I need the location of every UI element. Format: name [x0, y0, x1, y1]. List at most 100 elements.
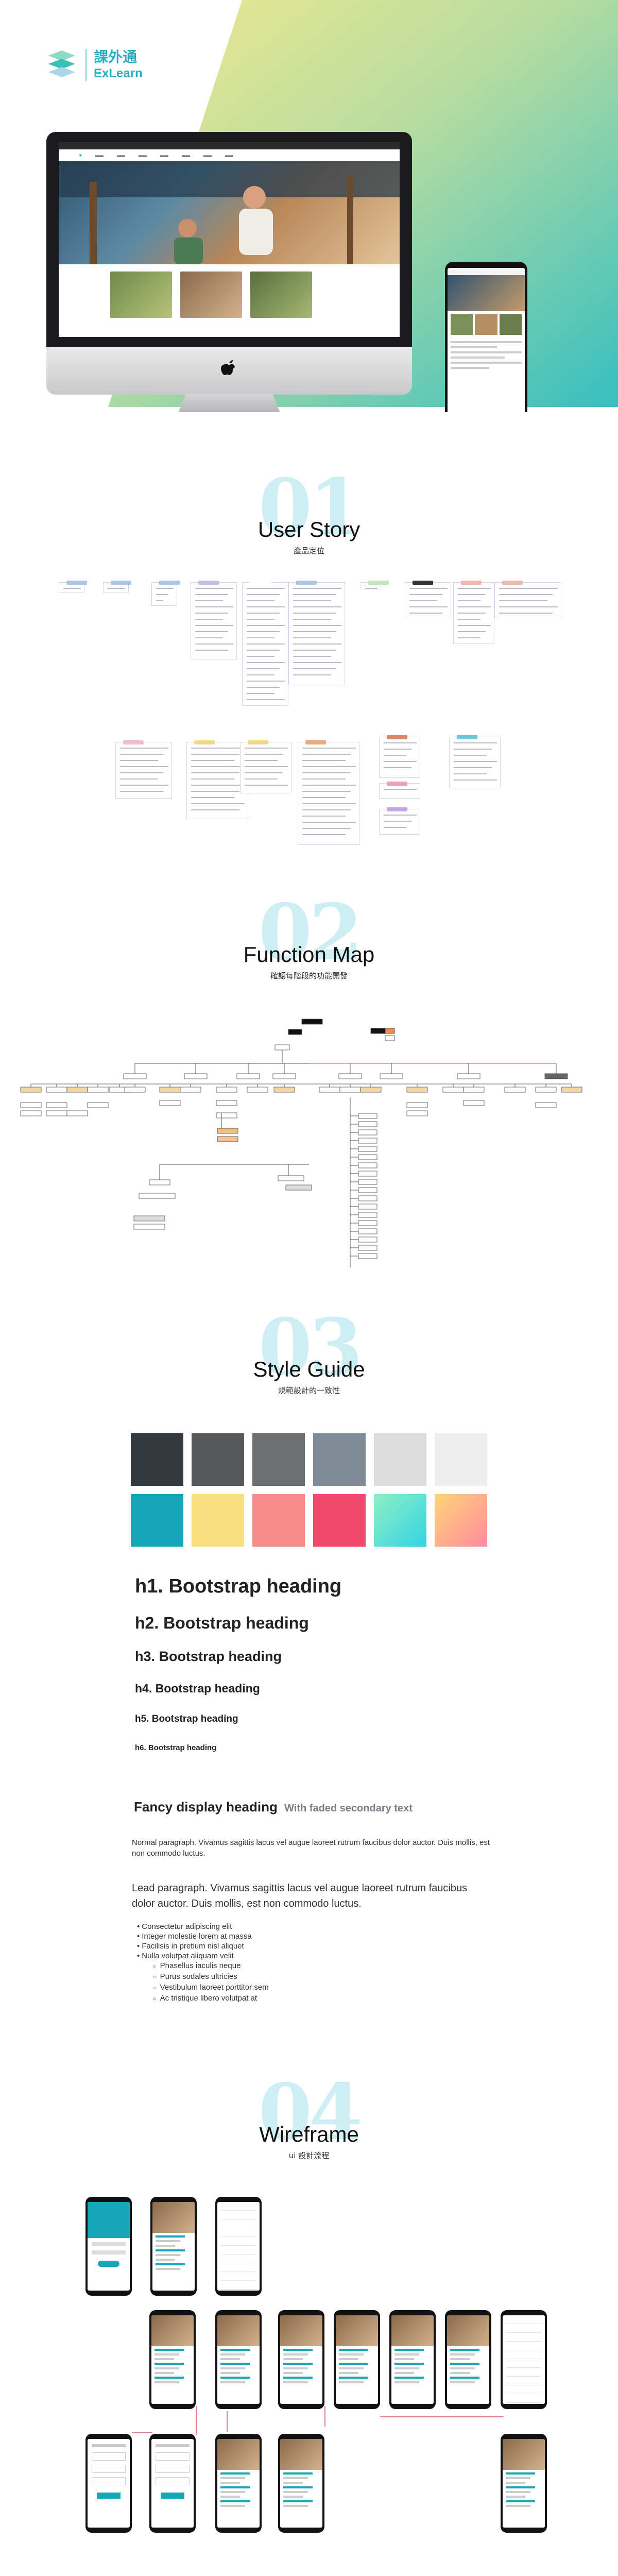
section-subtitle: ui 設計流程: [288, 2151, 330, 2160]
note-line: [302, 760, 346, 761]
note-tag: [159, 581, 180, 585]
list-item: Integer molestie lorem at massa: [137, 1931, 269, 1941]
note-tag: [250, 581, 270, 585]
heading-h5-sample: h5. Bootstrap heading: [135, 1714, 238, 1724]
map-node: [358, 1220, 377, 1226]
brand-logo: 課外通 ExLearn: [45, 48, 143, 81]
note-line: [384, 767, 411, 768]
wireframe-screen: [215, 2310, 262, 2409]
note-tag: [248, 740, 268, 744]
map-node: [319, 1087, 340, 1093]
color-swatch: [252, 1494, 305, 1547]
story-note: [242, 581, 288, 706]
note-line: [293, 662, 341, 663]
note-line: [499, 606, 558, 607]
display-heading-sample: Fancy display heading With faded seconda…: [134, 1799, 413, 1815]
heading-h4-sample: h4. Bootstrap heading: [135, 1682, 260, 1695]
note-line: [195, 631, 228, 632]
note-line: [384, 789, 417, 790]
section-subtitle: 產品定位: [293, 546, 324, 555]
note-line: [245, 778, 278, 779]
section-subtitle: 規範設計的一致性: [278, 1386, 340, 1395]
logo-mark-icon: [48, 50, 75, 77]
note-line: [195, 594, 228, 595]
heading-h2-sample: h2. Bootstrap heading: [135, 1614, 309, 1632]
note-line: [454, 755, 487, 756]
note-line: [302, 797, 346, 798]
imac-mockup: ■ ▬▬ ▬▬ ▬▬ ▬▬ ▬▬ ▬▬ ▬▬: [46, 132, 412, 412]
note-line: [191, 766, 245, 767]
note-line: [247, 606, 285, 607]
note-line: [247, 662, 285, 663]
note-line: [247, 681, 285, 682]
story-note: [191, 581, 237, 659]
website-screenshot: ■ ▬▬ ▬▬ ▬▬ ▬▬ ▬▬ ▬▬ ▬▬: [59, 142, 400, 337]
note-line: [247, 613, 280, 614]
map-node: [133, 1215, 165, 1222]
note-line: [247, 588, 285, 589]
wireframe-screen: [445, 2310, 491, 2409]
note-line: [191, 803, 245, 804]
note-line: [247, 625, 285, 626]
note-line: [384, 742, 417, 743]
note-line: [302, 834, 346, 835]
section-title: Function Map: [243, 942, 375, 967]
map-node: [380, 1073, 403, 1079]
note-line: [195, 588, 233, 589]
map-node: [247, 1087, 268, 1093]
note-line: [293, 650, 336, 651]
map-node: [133, 1224, 165, 1230]
note-line: [454, 773, 487, 774]
note-line: [302, 828, 351, 829]
map-node: [358, 1236, 377, 1243]
map-node: [278, 1175, 304, 1181]
note-line: [458, 619, 480, 620]
color-swatch: [374, 1494, 426, 1547]
note-tag: [198, 581, 219, 585]
map-node: [358, 1138, 377, 1144]
user-story-board: [0, 567, 618, 845]
story-note: [379, 782, 420, 799]
wireframe-screen: [501, 2434, 547, 2533]
hero-banner: 課外通 ExLearn ■ ▬▬ ▬▬ ▬▬ ▬▬ ▬▬ ▬▬ ▬▬: [0, 0, 618, 412]
story-note: [298, 740, 359, 845]
note-line: [247, 619, 274, 620]
note-tag: [413, 581, 433, 585]
map-node: [360, 1087, 382, 1093]
wireframe-screen: [149, 2434, 196, 2533]
note-line: [247, 643, 285, 645]
map-node: [87, 1102, 109, 1108]
heading-h6-sample: h6. Bootstrap heading: [135, 1743, 217, 1752]
note-line: [302, 803, 356, 804]
map-node: [358, 1146, 377, 1152]
note-line: [302, 791, 351, 792]
note-line: [293, 674, 331, 675]
map-node: [217, 1128, 238, 1134]
wireframe-screen: [149, 2310, 196, 2409]
map-node: [442, 1087, 464, 1093]
section-style-guide: 03 Style Guide 規範設計的一致性: [0, 1309, 618, 1412]
note-line: [293, 619, 331, 620]
note-line: [384, 827, 406, 828]
map-node: [358, 1113, 377, 1119]
map-node: [406, 1102, 428, 1108]
color-swatch: [252, 1433, 305, 1486]
section-number: 02: [258, 887, 363, 978]
note-line: [245, 760, 278, 761]
note-line: [191, 797, 234, 798]
note-tag: [461, 581, 482, 585]
note-line: [195, 650, 228, 651]
note-line: [247, 600, 274, 601]
note-line: [191, 772, 239, 773]
map-node: [20, 1102, 42, 1108]
map-node: [358, 1154, 377, 1160]
note-line: [302, 822, 356, 823]
map-node: [46, 1087, 67, 1093]
flow-connector: [324, 2406, 325, 2427]
note-tag: [123, 740, 144, 744]
note-line: [499, 588, 558, 589]
story-note: [59, 581, 87, 592]
wireframe-screen: [278, 2310, 324, 2409]
map-node: [139, 1193, 176, 1199]
note-line: [195, 600, 223, 601]
